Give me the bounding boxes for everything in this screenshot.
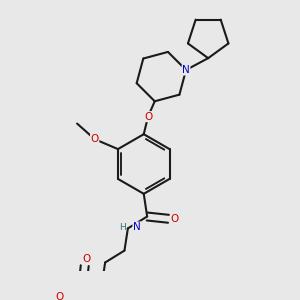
Text: O: O bbox=[91, 134, 99, 144]
Text: O: O bbox=[55, 292, 63, 300]
Text: O: O bbox=[144, 112, 152, 122]
Text: O: O bbox=[82, 254, 90, 264]
Text: N: N bbox=[133, 222, 141, 232]
Text: N: N bbox=[182, 65, 190, 75]
Text: H: H bbox=[119, 223, 126, 232]
Text: O: O bbox=[171, 214, 179, 224]
